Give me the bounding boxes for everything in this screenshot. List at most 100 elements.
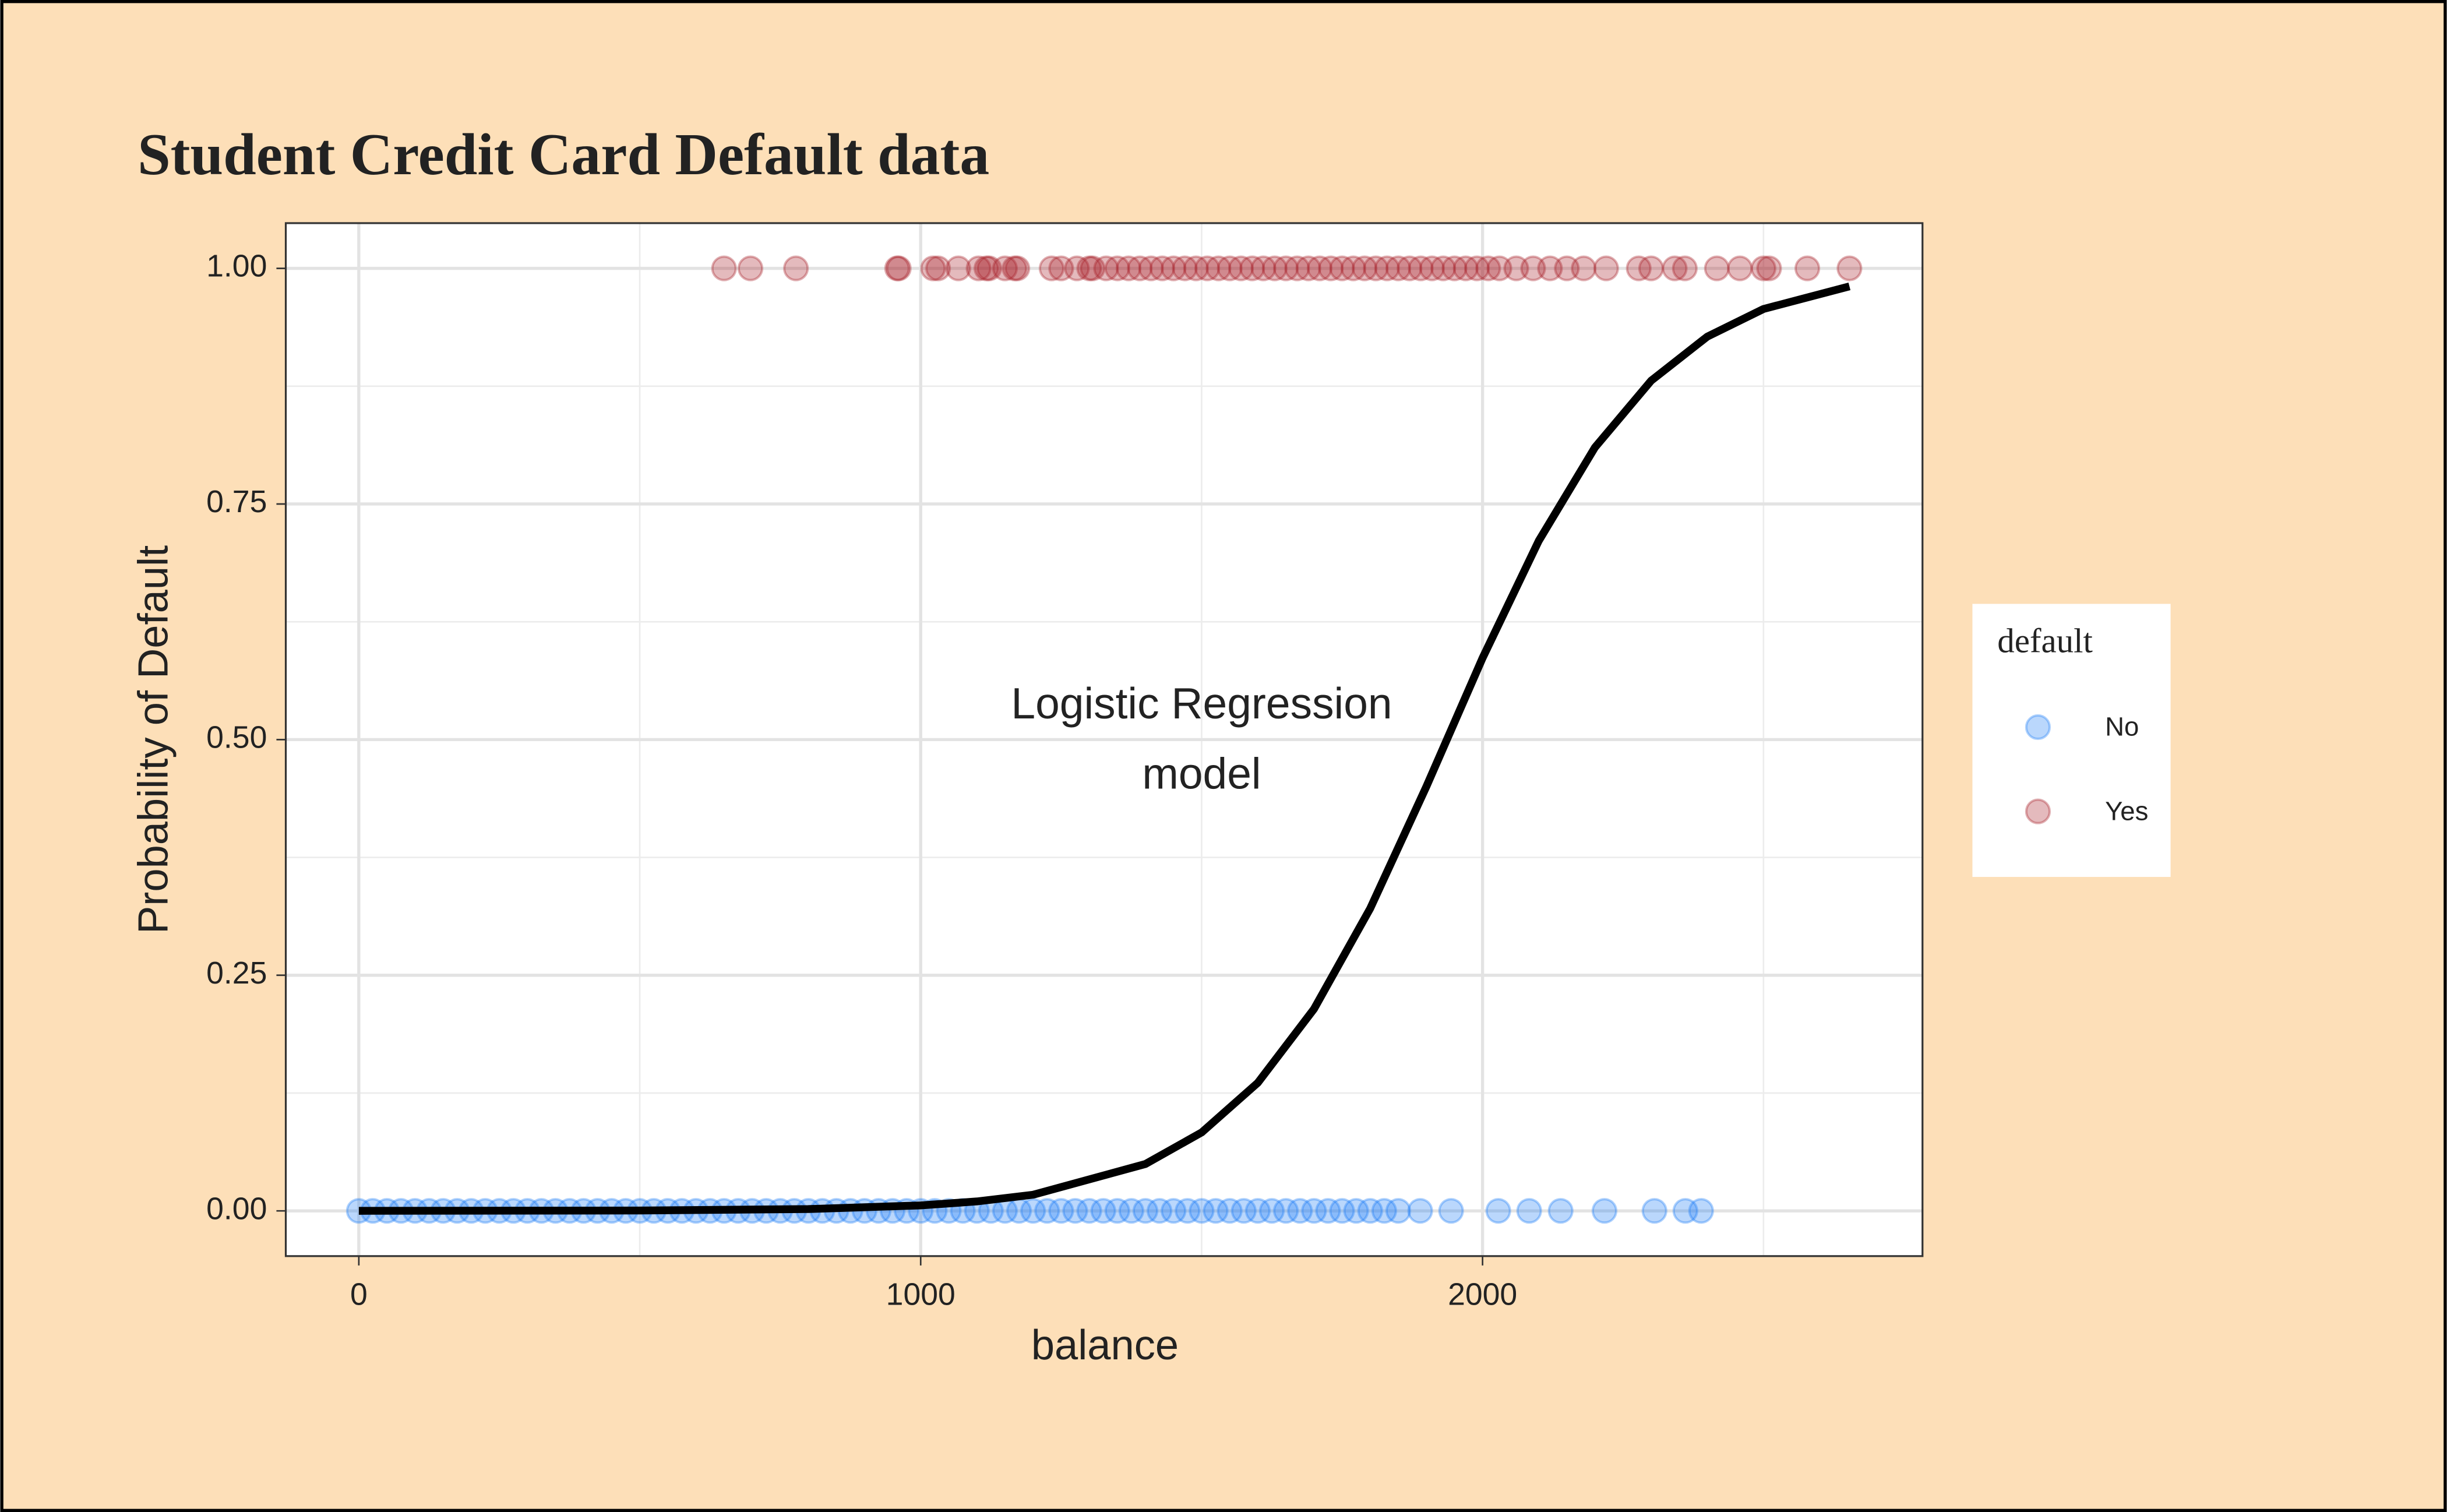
point — [1704, 255, 1730, 281]
point — [1090, 1198, 1116, 1224]
point — [1343, 1198, 1369, 1224]
point — [1104, 255, 1130, 281]
point — [1727, 255, 1753, 281]
point — [711, 255, 737, 281]
point — [1217, 255, 1243, 281]
point — [945, 255, 971, 281]
point — [1475, 255, 1501, 281]
y-tick-label: 0.50 — [206, 721, 267, 755]
point — [1503, 255, 1529, 281]
panel-border — [284, 222, 1924, 1257]
point — [1205, 255, 1232, 281]
point — [1419, 255, 1445, 281]
x-tick-label: 2000 — [1448, 1278, 1517, 1312]
point — [1093, 255, 1119, 281]
point — [965, 255, 992, 281]
point — [1397, 255, 1423, 281]
point — [1352, 255, 1378, 281]
point — [1104, 1198, 1130, 1224]
point — [1062, 1198, 1088, 1224]
point — [1520, 255, 1546, 281]
point — [976, 255, 1003, 281]
point — [1306, 255, 1333, 281]
point — [1430, 255, 1457, 281]
point — [1287, 1198, 1313, 1224]
point — [1244, 1198, 1271, 1224]
point — [1554, 255, 1580, 281]
y-axis-label: Probability of Default — [130, 545, 177, 934]
point — [1161, 255, 1187, 281]
point — [1228, 255, 1254, 281]
point — [1750, 255, 1776, 281]
point — [1329, 255, 1355, 281]
point — [1385, 255, 1412, 281]
y-tick-label: 1.00 — [206, 249, 267, 284]
point — [1464, 255, 1490, 281]
legend-marker — [2025, 714, 2051, 741]
point — [1048, 255, 1074, 281]
legend-label: No — [2105, 712, 2139, 742]
point — [1002, 255, 1028, 281]
legend-marker — [2025, 798, 2051, 824]
point — [1149, 255, 1176, 281]
point — [1794, 255, 1821, 281]
point — [1452, 255, 1479, 281]
annotation: Logistic Regression — [1011, 679, 1392, 728]
point — [1230, 1198, 1257, 1224]
point — [1239, 255, 1265, 281]
point — [1076, 255, 1102, 281]
point — [1662, 255, 1688, 281]
point — [1172, 255, 1198, 281]
point — [1441, 255, 1468, 281]
point — [1408, 255, 1434, 281]
point — [1591, 1198, 1618, 1224]
point — [1127, 255, 1153, 281]
point — [737, 255, 764, 281]
annotation: model — [1142, 749, 1261, 798]
point — [1138, 255, 1164, 281]
point — [1371, 1198, 1397, 1224]
point — [1329, 1198, 1355, 1224]
point — [1593, 255, 1619, 281]
point — [1004, 255, 1031, 281]
point — [1080, 255, 1106, 281]
point — [1217, 1198, 1243, 1224]
point — [992, 255, 1018, 281]
point — [1340, 255, 1366, 281]
x-tick-label: 0 — [350, 1278, 368, 1312]
point — [1315, 1198, 1341, 1224]
point — [783, 255, 809, 281]
point — [1672, 1198, 1698, 1224]
point — [1076, 1198, 1102, 1224]
point — [1688, 1198, 1714, 1224]
y-tick-label: 0.00 — [206, 1192, 267, 1226]
point — [1537, 255, 1563, 281]
point — [1115, 255, 1142, 281]
point — [1161, 1198, 1187, 1224]
point — [1118, 1198, 1144, 1224]
point — [974, 255, 1000, 281]
point — [1284, 255, 1310, 281]
point — [1385, 1198, 1412, 1224]
point — [1836, 255, 1863, 281]
point — [1301, 1198, 1327, 1224]
point — [1261, 255, 1288, 281]
point — [1034, 1198, 1060, 1224]
point — [1273, 1198, 1299, 1224]
point — [925, 255, 951, 281]
point — [1132, 1198, 1159, 1224]
point — [1516, 1198, 1542, 1224]
logistic-curve — [358, 283, 1851, 1215]
point — [1048, 1198, 1074, 1224]
x-tick-label: 1000 — [886, 1278, 955, 1312]
point — [1295, 255, 1321, 281]
point — [1638, 255, 1665, 281]
x-axis-label: balance — [1031, 1322, 1179, 1369]
point — [1147, 1198, 1173, 1224]
point — [1486, 255, 1512, 281]
point — [1756, 255, 1782, 281]
point — [1485, 1198, 1511, 1224]
chart-title: Student Credit Card Default data — [137, 122, 989, 188]
point — [1203, 1198, 1229, 1224]
